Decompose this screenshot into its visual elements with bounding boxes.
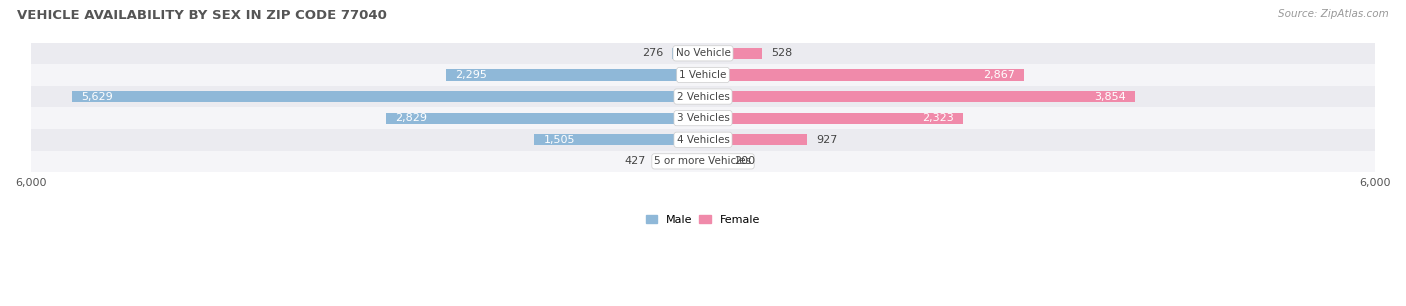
Text: 427: 427 bbox=[624, 156, 647, 166]
Text: Source: ZipAtlas.com: Source: ZipAtlas.com bbox=[1278, 9, 1389, 19]
Bar bbox=[703, 48, 762, 59]
Text: 4 Vehicles: 4 Vehicles bbox=[676, 135, 730, 145]
Bar bbox=[31, 107, 1375, 129]
Text: 276: 276 bbox=[643, 48, 664, 58]
Text: 2,323: 2,323 bbox=[922, 113, 955, 123]
Text: 5,629: 5,629 bbox=[82, 91, 112, 102]
Bar bbox=[31, 151, 1375, 172]
Text: 2 Vehicles: 2 Vehicles bbox=[676, 91, 730, 102]
Text: 1,505: 1,505 bbox=[543, 135, 575, 145]
Bar bbox=[446, 69, 703, 80]
Text: VEHICLE AVAILABILITY BY SEX IN ZIP CODE 77040: VEHICLE AVAILABILITY BY SEX IN ZIP CODE … bbox=[17, 9, 387, 22]
Bar bbox=[703, 134, 807, 145]
Text: 2,867: 2,867 bbox=[983, 70, 1015, 80]
Bar bbox=[703, 69, 1024, 80]
Text: No Vehicle: No Vehicle bbox=[675, 48, 731, 58]
Bar bbox=[672, 48, 703, 59]
Bar bbox=[703, 156, 725, 167]
Bar bbox=[31, 64, 1375, 86]
Legend: Male, Female: Male, Female bbox=[647, 215, 759, 225]
Bar bbox=[31, 43, 1375, 64]
Bar bbox=[31, 86, 1375, 107]
Bar bbox=[703, 91, 1135, 102]
Bar bbox=[31, 129, 1375, 151]
Bar bbox=[703, 113, 963, 124]
Text: 2,829: 2,829 bbox=[395, 113, 427, 123]
Text: 1 Vehicle: 1 Vehicle bbox=[679, 70, 727, 80]
Bar bbox=[72, 91, 703, 102]
Text: 5 or more Vehicles: 5 or more Vehicles bbox=[654, 156, 752, 166]
Text: 528: 528 bbox=[770, 48, 793, 58]
Bar bbox=[387, 113, 703, 124]
Text: 3,854: 3,854 bbox=[1094, 91, 1126, 102]
Bar bbox=[655, 156, 703, 167]
Bar bbox=[534, 134, 703, 145]
Text: 3 Vehicles: 3 Vehicles bbox=[676, 113, 730, 123]
Text: 2,295: 2,295 bbox=[454, 70, 486, 80]
Text: 200: 200 bbox=[734, 156, 755, 166]
Text: 927: 927 bbox=[815, 135, 837, 145]
